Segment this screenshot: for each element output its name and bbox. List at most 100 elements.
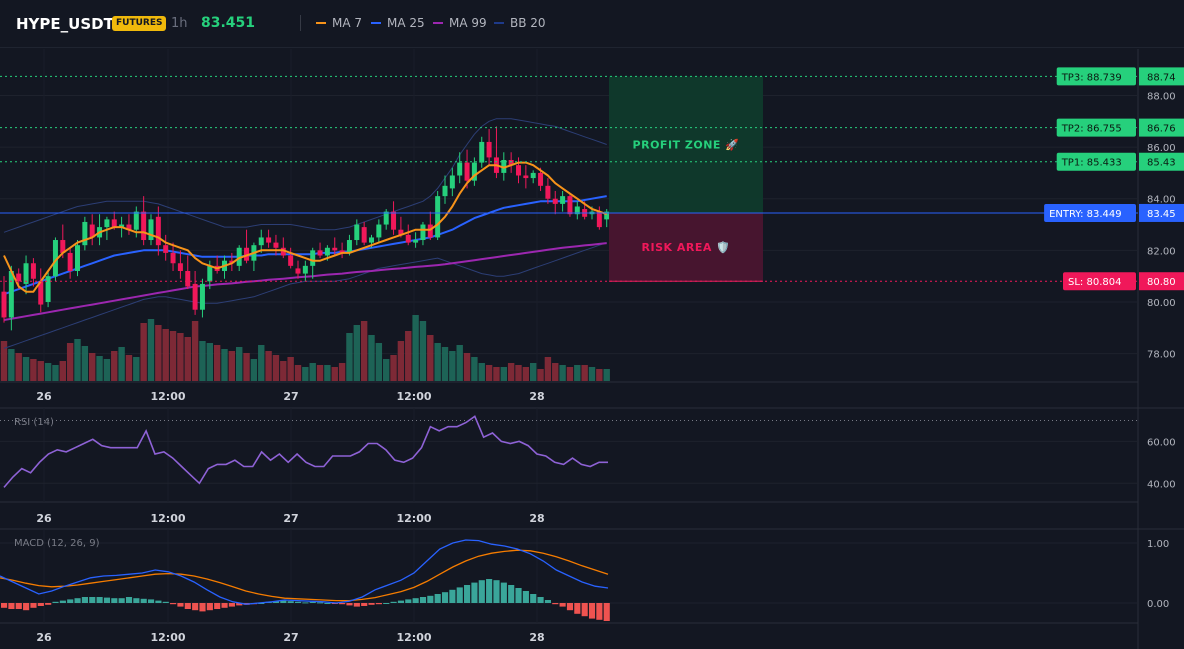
macd-histogram-bar: [515, 588, 522, 603]
macd-title: MACD (12, 26, 9): [14, 538, 100, 549]
tp1-axis-bg: [1139, 152, 1184, 171]
legend-ma99[interactable]: MA 99: [433, 16, 487, 30]
macd-histogram-bar: [147, 599, 155, 603]
sl-axis-bg: [1139, 272, 1184, 291]
tp1-axis-label: 85.43: [1147, 158, 1176, 169]
candle-body: [133, 211, 139, 230]
volume-bar: [427, 335, 434, 381]
volume-bar: [280, 361, 287, 381]
candle-body: [457, 162, 463, 176]
macd-histogram-bar: [221, 603, 228, 608]
candle-body: [508, 160, 514, 166]
macd-histogram-bar: [419, 597, 427, 603]
macd-histogram-bar: [486, 579, 493, 603]
ma25-line: [3, 195, 607, 296]
volume-bar: [169, 331, 177, 381]
time-axis-label: 28: [529, 631, 544, 644]
macd-histogram-bar: [596, 603, 603, 620]
macd-histogram-bar: [118, 598, 125, 603]
volume-bar: [566, 367, 574, 381]
macd-histogram-bar: [177, 603, 184, 607]
candle-body: [501, 160, 507, 173]
candle-body: [604, 211, 610, 220]
volume-bar: [412, 315, 419, 381]
volume-bar: [552, 363, 559, 381]
tp3-axis-bg: [1139, 67, 1184, 86]
candle-body: [23, 263, 29, 284]
price-axis-label: 84.00: [1147, 195, 1176, 206]
candle-body: [104, 219, 110, 228]
candle-body: [1, 291, 7, 318]
volume-bar: [228, 351, 236, 381]
volume-bar: [147, 319, 155, 381]
legend-bb20[interactable]: BB 20: [494, 16, 546, 30]
volume-bar: [111, 351, 118, 381]
volume-bar: [125, 355, 133, 381]
legend-ma25[interactable]: MA 25: [371, 16, 425, 30]
volume-bar: [360, 321, 368, 381]
volume-bar: [66, 343, 74, 381]
legend-ma99-swatch: [433, 22, 443, 24]
volume-bar: [537, 369, 544, 381]
time-axis-label: 26: [36, 512, 52, 525]
candle-body: [60, 240, 66, 253]
candle-body: [163, 245, 169, 253]
volume-bar: [324, 365, 331, 381]
time-axis-label: 12:00: [396, 631, 431, 644]
rsi-axis-label: 60.00: [1147, 437, 1176, 448]
timeframe-label[interactable]: 1h: [171, 16, 188, 31]
volume-bar: [338, 363, 346, 381]
time-axis-label: 26: [36, 631, 52, 644]
macd-histogram-bar: [471, 582, 478, 603]
macd-histogram-bar: [74, 598, 81, 603]
candle-body: [67, 252, 73, 271]
time-axis-label: 12:00: [150, 631, 185, 644]
macd-histogram-bar: [192, 603, 199, 611]
volume-bar: [265, 351, 272, 381]
candle-body: [361, 227, 367, 243]
volume-bar: [574, 365, 581, 381]
macd-histogram-bar: [272, 601, 280, 603]
macd-histogram-bar: [544, 600, 552, 603]
volume-bar: [74, 339, 81, 381]
symbol-name[interactable]: HYPE_USDT: [16, 15, 114, 33]
macd-histogram-bar: [368, 603, 375, 605]
risk-zone: [609, 212, 763, 282]
macd-histogram-bar: [405, 599, 412, 603]
time-axis-label: 12:00: [150, 390, 185, 403]
macd-histogram-bar: [412, 598, 419, 603]
tp2-tag-bg: [1056, 118, 1136, 137]
candle-body: [258, 237, 264, 246]
macd-histogram-bar: [52, 601, 59, 603]
volume-bar: [405, 331, 412, 381]
price-axis-label: 78.00: [1147, 350, 1176, 361]
candle-body: [155, 216, 161, 246]
macd-histogram-bar: [309, 601, 316, 603]
volume-bar: [522, 367, 530, 381]
candle-body: [354, 224, 360, 241]
time-axis-label: 12:00: [396, 390, 431, 403]
volume-bar: [419, 321, 427, 381]
macd-histogram-bar: [133, 598, 140, 603]
price-axis-label: 80.00: [1147, 298, 1176, 309]
volume-bar: [96, 356, 103, 381]
candle-body: [295, 268, 301, 274]
macd-histogram-bar: [346, 603, 353, 606]
volume-bar: [258, 345, 265, 381]
volume-bar: [596, 369, 603, 381]
volume-bar: [59, 361, 66, 381]
volume-bar: [81, 346, 89, 381]
volume-bar: [140, 323, 147, 381]
macd-histogram-bar: [449, 589, 456, 603]
macd-histogram-bar: [383, 603, 390, 604]
volume-bar: [89, 353, 96, 381]
macd-histogram-bar: [302, 602, 309, 604]
volume-bar: [603, 369, 610, 381]
sl-tag-bg: [1063, 272, 1136, 291]
macd-histogram-bar: [287, 601, 294, 603]
legend-ma7[interactable]: MA 7: [316, 16, 362, 30]
candle-body: [523, 175, 529, 179]
legend-bb20-swatch: [494, 22, 504, 24]
candle-body: [244, 247, 250, 261]
